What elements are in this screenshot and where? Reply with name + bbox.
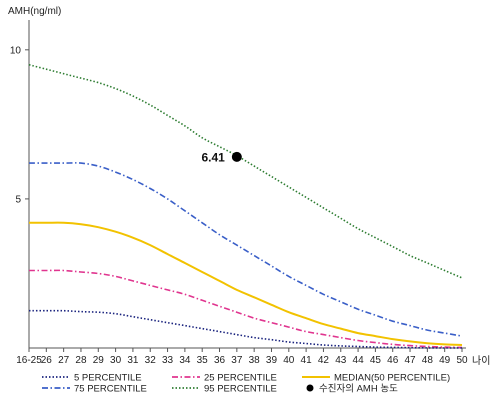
x-tick-label: 31 — [127, 355, 139, 366]
x-tick-label: 32 — [145, 355, 157, 366]
x-tick-label: 36 — [214, 355, 226, 366]
x-tick-label: 38 — [249, 355, 261, 366]
patient-amh-point — [231, 151, 242, 162]
x-tick-label: 50 — [456, 355, 468, 366]
legend-label: MEDIAN(50 PERCENTILE) — [334, 373, 450, 384]
legend-patient-label: 수진자의 AMH 농도 — [319, 384, 398, 395]
patient-amh-value-label: 6.41 — [201, 150, 225, 164]
x-tick-label: 43 — [335, 355, 347, 366]
x-tick-label: 26 — [41, 355, 53, 366]
legend-label: 25 PERCENTILE — [204, 373, 277, 384]
x-tick-label: 27 — [58, 355, 70, 366]
x-tick-label: 28 — [75, 355, 87, 366]
x-tick-label: 40 — [283, 355, 295, 366]
series-line-median-50-percentile — [29, 221, 463, 346]
legend-label: 5 PERCENTILE — [74, 373, 142, 384]
x-tick-label: 44 — [353, 355, 365, 366]
x-tick-label: 29 — [93, 355, 105, 366]
x-tick-label: 47 — [404, 355, 416, 366]
series-line-25-percentile — [28, 269, 463, 349]
legend-label: 75 PERCENTILE — [74, 384, 147, 395]
x-tick-label: 35 — [197, 355, 209, 366]
x-tick-label: 42 — [318, 355, 330, 366]
series-line-95-percentile — [28, 63, 463, 279]
y-tick-label: 10 — [10, 45, 22, 56]
x-tick-label: 16-25 — [16, 355, 42, 366]
x-tick-label: 30 — [110, 355, 122, 366]
x-tick-label: 41 — [301, 355, 313, 366]
series-line-5-percentile — [29, 309, 462, 349]
x-tick-label: 45 — [370, 355, 382, 366]
y-tick-label: 5 — [15, 194, 21, 205]
legend-patient-marker — [306, 384, 314, 392]
series-line-75-percentile — [29, 162, 463, 337]
x-tick-label: 37 — [231, 355, 243, 366]
x-tick-label: 49 — [439, 355, 451, 366]
x-tick-label: 39 — [266, 355, 278, 366]
legend-label: 95 PERCENTILE — [204, 384, 277, 395]
x-axis-label: 나이 — [472, 355, 490, 367]
x-tick-label: 46 — [387, 355, 399, 366]
x-tick-label: 34 — [179, 355, 191, 366]
x-tick-label: 48 — [422, 355, 434, 366]
x-tick-label: 33 — [162, 355, 174, 366]
y-axis-label: AMH(ng/ml) — [8, 6, 61, 17]
